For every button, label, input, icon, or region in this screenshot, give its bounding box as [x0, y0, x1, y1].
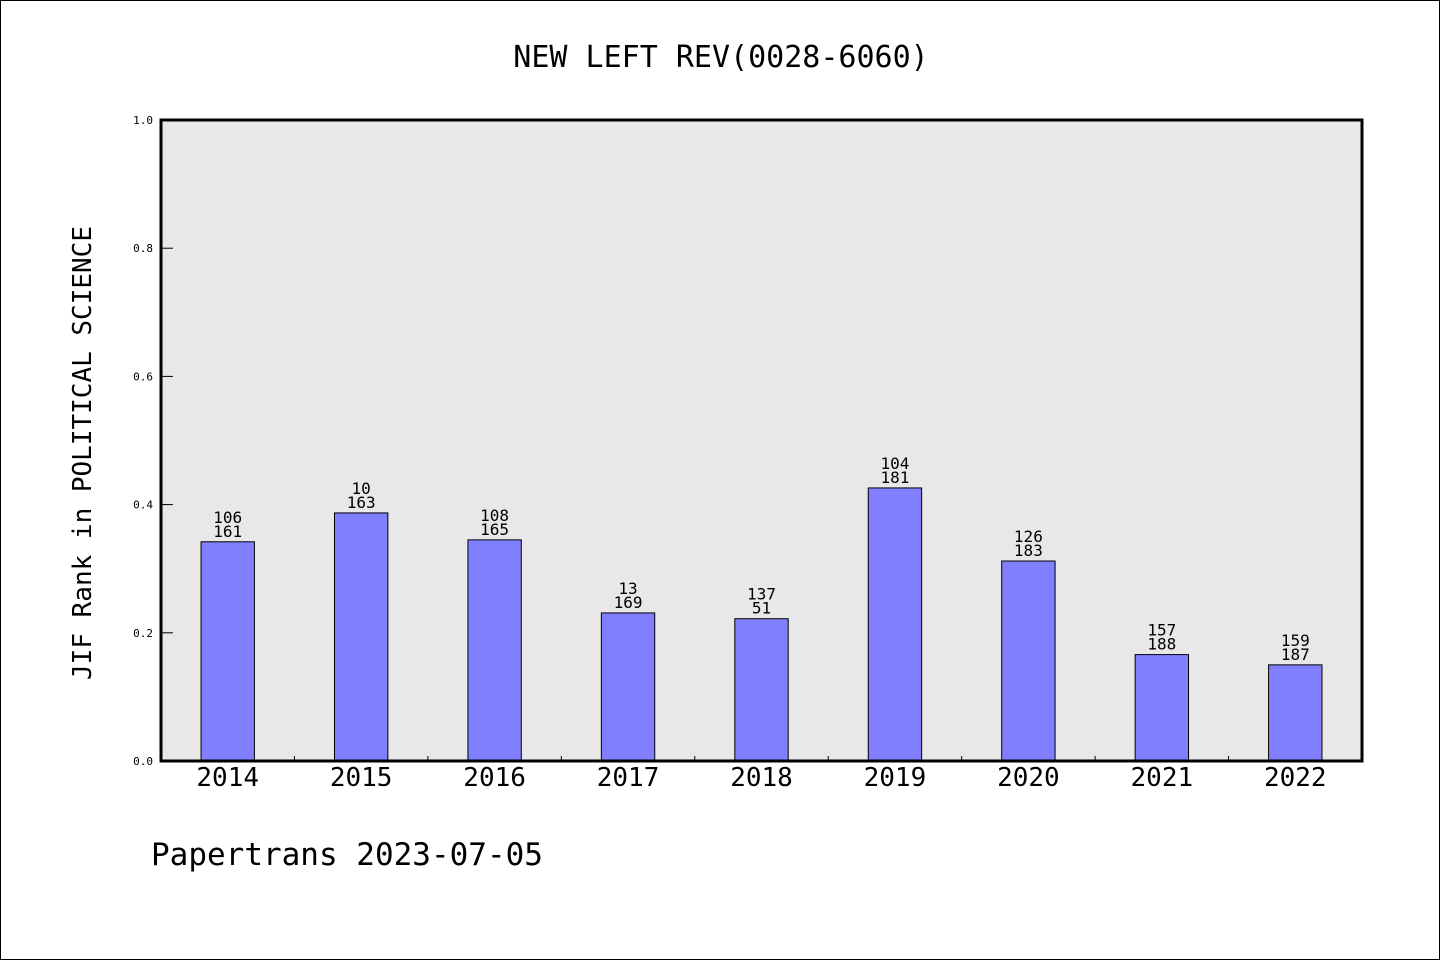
bar-2016	[467, 539, 522, 762]
y-tick-label: 0.2	[133, 627, 153, 640]
bar-label-bottom: 187	[1281, 645, 1310, 664]
bar-2020	[1001, 560, 1056, 762]
bar-label-bottom: 181	[880, 468, 909, 487]
bar-label-bottom: 183	[1014, 541, 1043, 560]
bar-2018	[734, 618, 789, 762]
footer-text: Papertrans 2023-07-05	[151, 837, 543, 873]
x-axis: 2014 2015 2016 2017 2018 2019 2020 2021 2022	[196, 756, 1327, 793]
x-tick-label: 2019	[864, 763, 927, 793]
y-tick-label: 0.4	[133, 499, 153, 512]
bar-label-top: 13	[618, 579, 637, 598]
bar-label-bottom: 169	[614, 593, 643, 612]
bar-label-bottom: 163	[347, 493, 376, 512]
bar-2015	[333, 512, 389, 762]
bar-label-bottom: 161	[213, 522, 242, 541]
y-tick-label: 1.0	[133, 114, 153, 127]
y-tick-label: 0.8	[133, 242, 153, 255]
y-axis-label: JIF Rank in POLITICAL SCIENCE	[68, 226, 98, 680]
bar-label-top: 104	[880, 454, 909, 473]
plot-border	[159, 118, 1364, 763]
bar-2014	[200, 541, 255, 762]
x-tick-label: 2020	[997, 763, 1060, 793]
bar-label-top: 108	[480, 506, 509, 525]
bar-label-top: 137	[747, 585, 776, 604]
x-tick-label: 2021	[1131, 763, 1194, 793]
bar-label-top: 106	[213, 508, 242, 527]
x-tick-label: 2018	[730, 763, 793, 793]
x-tick-label: 2016	[463, 763, 526, 793]
bar-2017	[600, 612, 656, 762]
bar-label-top: 159	[1281, 631, 1310, 650]
x-tick-label: 2022	[1264, 763, 1327, 793]
chart-title: NEW LEFT REV(0028-6060)	[513, 40, 928, 75]
bar-label-top: 126	[1014, 527, 1043, 546]
bars-layer	[200, 487, 1323, 762]
y-tick-label: 0.0	[133, 755, 153, 768]
y-tick-label: 0.6	[133, 370, 153, 383]
bar-label-top: 157	[1147, 621, 1176, 640]
bar-2021	[1134, 654, 1190, 762]
y-axis: 0.0 0.2 0.4 0.6 0.8 1.0	[133, 114, 173, 768]
x-tick-label: 2017	[597, 763, 660, 793]
x-tick-label: 2015	[330, 763, 393, 793]
bar-label-top: 10	[352, 479, 371, 498]
bar-label-bottom: 51	[752, 599, 771, 618]
bar-label-bottom: 188	[1147, 635, 1176, 654]
bar-2019	[867, 487, 923, 762]
x-tick-label: 2014	[196, 763, 259, 793]
bar-label-bottom: 165	[480, 520, 509, 539]
bar-2022	[1268, 664, 1323, 762]
